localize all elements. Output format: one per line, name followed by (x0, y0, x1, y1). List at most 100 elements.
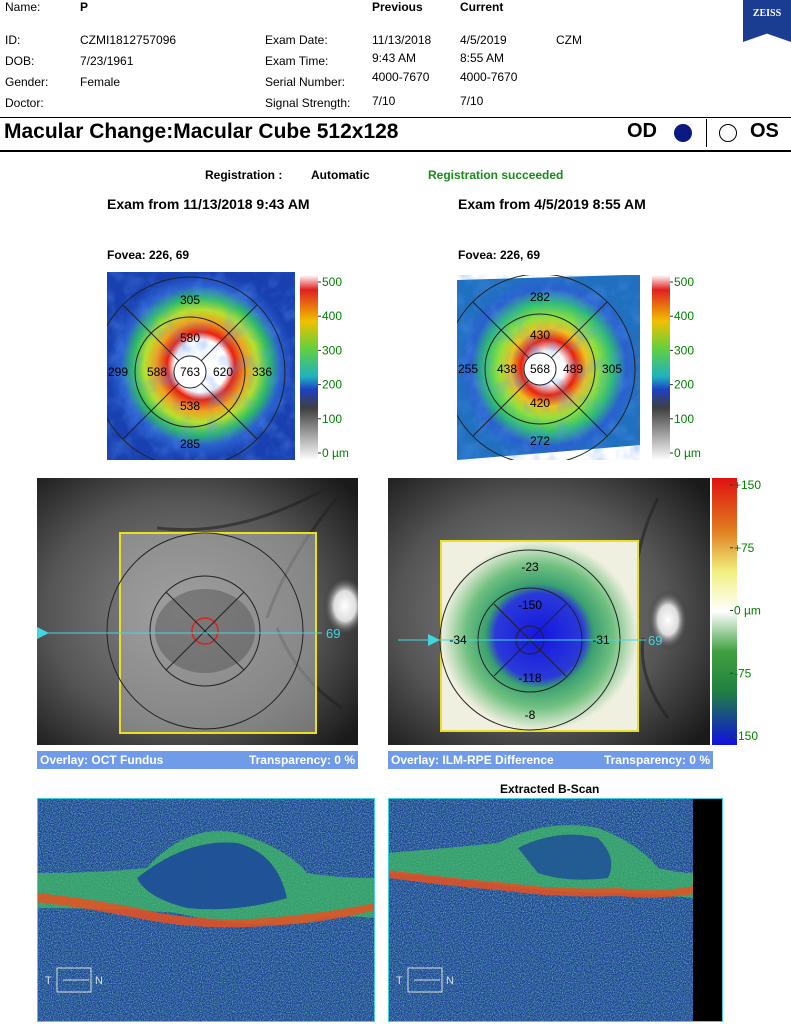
scale-label: 300 (322, 343, 342, 357)
scale-label: 500 (322, 275, 342, 289)
scale-label: 0 µm (734, 604, 761, 618)
grid-circle (457, 275, 636, 460)
scale-label: 0 µm (322, 446, 349, 460)
rpe-layer (37, 893, 375, 928)
scale-bar (652, 275, 670, 460)
column-head: Current (460, 0, 504, 14)
value: CZMI1812757096 (80, 33, 177, 47)
fovea: Fovea: 226, 69 (458, 248, 541, 262)
orientation-t: T (396, 975, 403, 987)
grid-circle (134, 316, 246, 428)
thickness-value: 620 (213, 365, 233, 379)
scale-label: -150 (734, 729, 758, 743)
thickness-value: 305 (602, 362, 622, 376)
orientation-n: N (446, 975, 454, 987)
value: CZM (556, 33, 582, 47)
scale-label: -75 (734, 666, 752, 680)
status: Registration succeeded (428, 168, 564, 182)
difference-value: -23 (521, 560, 539, 574)
label: Signal Strength: (265, 96, 351, 110)
label: Serial Number: (265, 75, 346, 89)
grid-line (472, 301, 608, 437)
thickness-value: 285 (180, 437, 200, 451)
orientation-n: N (95, 975, 103, 987)
difference-value: -34 (449, 633, 467, 647)
bscan: T N (388, 798, 723, 1022)
overlay: Overlay: OCT Fundus (40, 753, 164, 767)
bscan-title: Extracted B-Scan (500, 782, 600, 796)
thickness-value: 588 (147, 365, 167, 379)
value: 7/23/1961 (80, 54, 134, 68)
label: Registration : (205, 168, 283, 182)
difference-value: -118 (518, 671, 541, 685)
scan-arrow (37, 627, 49, 639)
logo-text: ZEISS (752, 8, 782, 19)
scan-label: 69 (648, 633, 662, 648)
bscan: T N (37, 798, 375, 1022)
thickness-scale: 500 400 300 200 100 0 µm (300, 275, 349, 460)
grid-circle (107, 276, 286, 460)
scale-label: 300 (674, 343, 694, 357)
thickness-value: 255 (458, 362, 478, 376)
eye-label: OS (750, 120, 779, 142)
label: Doctor: (5, 96, 44, 110)
difference-value: -31 (592, 633, 610, 647)
overlay-bar: Overlay: ILM-RPE Difference Transparency:… (388, 751, 713, 769)
thickness-value: 299 (108, 365, 128, 379)
label: DOB: (5, 54, 35, 68)
report-title: Macular Change:Macular Cube 512x128 (4, 120, 399, 143)
transparency: Transparency: 0 % (603, 753, 710, 767)
fovea-circle (191, 617, 219, 645)
thickness-value: 489 (563, 362, 583, 376)
scale-label: 400 (322, 309, 342, 323)
scale-label: 200 (674, 378, 694, 392)
eye-label: OD (627, 120, 657, 142)
scale-label: +150 (734, 478, 761, 492)
scale-label: 500 (674, 275, 694, 289)
fundus-image: 69 -23 -150 -34 -31 -118 -8 (388, 478, 710, 745)
grid-circle (149, 575, 261, 687)
thickness-value: 305 (180, 293, 200, 307)
value: 4000-7670 (372, 70, 430, 84)
value: 4000-7670 (460, 70, 518, 84)
scan-arrow (428, 634, 440, 646)
value: Female (80, 75, 121, 89)
scale-label: 400 (674, 309, 694, 323)
difference-value: -150 (518, 598, 542, 612)
value: 7/10 (372, 94, 396, 108)
scale-label: 100 (322, 412, 342, 426)
grid-circle (523, 352, 557, 386)
thickness-value: 430 (530, 328, 550, 342)
thickness-value: 272 (530, 434, 550, 448)
cyst (137, 842, 287, 910)
difference-value: -8 (525, 708, 536, 722)
grid-line (122, 304, 258, 440)
scale-label: 200 (322, 378, 342, 392)
optic-disc (648, 590, 688, 650)
rule (0, 150, 791, 152)
overlay: Overlay: ILM-RPE Difference (391, 753, 554, 767)
eye-radio (719, 124, 737, 142)
scale-bar (300, 275, 318, 460)
thickness-value: 580 (180, 331, 200, 345)
value: 7/10 (460, 94, 484, 108)
patient-name: P (80, 0, 89, 14)
scale-label: +75 (734, 541, 755, 555)
difference-map (440, 540, 639, 732)
label: ID: (5, 33, 21, 47)
grid-line (165, 591, 245, 671)
overlay-bar: Overlay: OCT Fundus Transparency: 0 % (37, 751, 358, 769)
transparency: Transparency: 0 % (248, 753, 355, 767)
rule (0, 117, 791, 118)
bscan-border (37, 798, 375, 1022)
bscan-border (388, 798, 723, 1022)
exam-heading: Exam from 11/13/2018 9:43 AM (107, 196, 310, 212)
label: Name: (5, 0, 41, 14)
bscan-edge (693, 798, 723, 1022)
fovea: Fovea: 226, 69 (107, 248, 190, 262)
thickness-map: 305 580 299 588 763 620 336 538 285 (107, 272, 295, 460)
scale-label: 0 µm (674, 446, 701, 460)
thickness-scale: 500 400 300 200 100 0 µm (652, 275, 701, 460)
cyst (518, 834, 612, 880)
